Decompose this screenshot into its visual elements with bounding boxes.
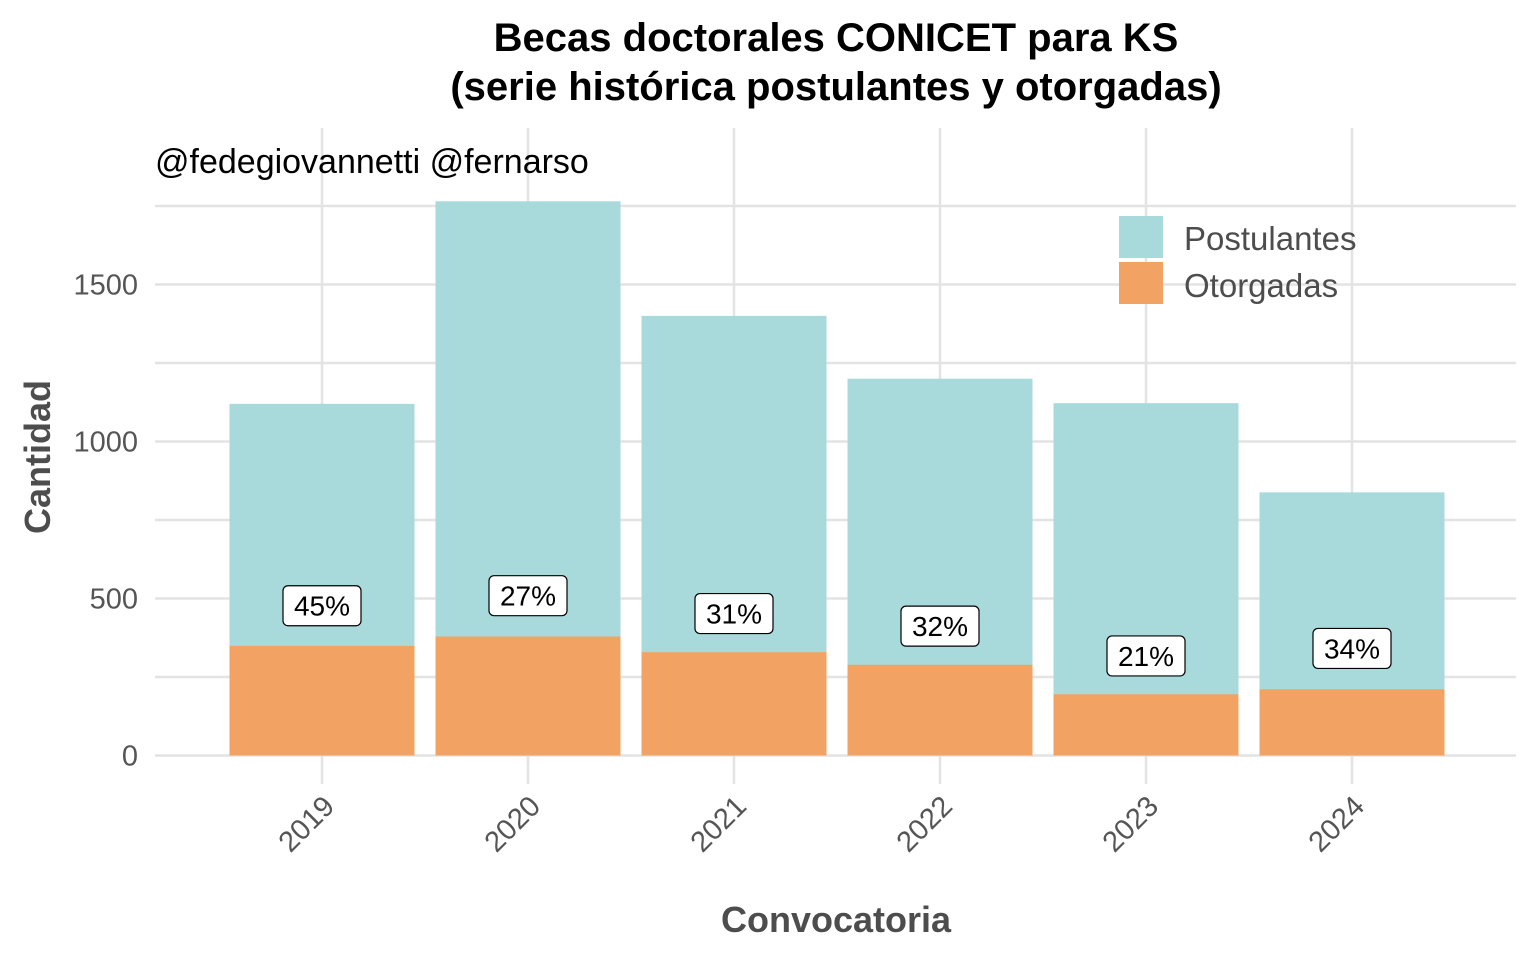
legend-swatch-otorgadas [1119, 262, 1163, 304]
legend-label-otorgadas: Otorgadas [1184, 267, 1338, 304]
percent-label-box [488, 575, 568, 617]
bar-otorgadas-2024 [1259, 689, 1445, 756]
legend: Postulantes Otorgadas [1119, 216, 1356, 304]
percent-label-2022: 32% [900, 605, 980, 647]
y-tick-label: 0 [122, 741, 138, 773]
y-tick-label: 1000 [73, 427, 138, 459]
bar-otorgadas-2020 [435, 636, 621, 756]
x-tick-label: 2022 [891, 790, 959, 858]
bar-otorgadas-2021 [641, 652, 827, 756]
bar-otorgadas-2019 [229, 645, 415, 756]
percent-label-text: 31% [706, 599, 762, 630]
x-tick-label: 2020 [479, 790, 547, 858]
y-tick-label: 1500 [73, 270, 138, 302]
percent-label-box [694, 592, 774, 635]
percent-label-2020: 27% [488, 575, 568, 617]
x-tick-label: 2021 [685, 790, 753, 858]
percent-label-box [282, 585, 362, 627]
x-tick-label: 2023 [1097, 790, 1165, 858]
percent-label-text: 21% [1118, 641, 1174, 672]
credit-annotation: @fedegiovannetti @fernarso [155, 143, 589, 181]
y-tick-label: 500 [90, 584, 138, 616]
percent-label-text: 27% [500, 581, 556, 612]
y-axis-title: Cantidad [17, 380, 58, 534]
chart-subtitle: (serie histórica postulantes y otorgadas… [450, 65, 1221, 109]
percent-label-box [900, 605, 980, 647]
percent-label-2021: 31% [694, 592, 774, 635]
bar-layer [229, 201, 1445, 756]
x-axis-title: Convocatoria [721, 899, 952, 940]
percent-label-text: 45% [294, 591, 350, 622]
percent-label-box [1106, 635, 1186, 677]
percent-label-2024: 34% [1312, 627, 1392, 670]
legend-label-postulantes: Postulantes [1184, 220, 1356, 257]
bar-otorgadas-2023 [1053, 694, 1239, 756]
percent-label-box [1312, 627, 1392, 670]
x-tick-label: 2024 [1303, 790, 1371, 858]
percent-label-2019: 45% [282, 585, 362, 627]
percent-label-2023: 21% [1106, 635, 1186, 677]
bar-otorgadas-2022 [847, 664, 1033, 756]
legend-swatch-postulantes [1119, 216, 1163, 258]
x-tick-label: 2019 [273, 790, 341, 858]
percent-label-text: 32% [912, 611, 968, 642]
chart-title: Becas doctorales CONICET para KS [494, 16, 1179, 60]
percent-label-text: 34% [1324, 633, 1380, 664]
percent-label-layer: 45% 27% 31% 32% 21% 34% [282, 575, 1392, 677]
